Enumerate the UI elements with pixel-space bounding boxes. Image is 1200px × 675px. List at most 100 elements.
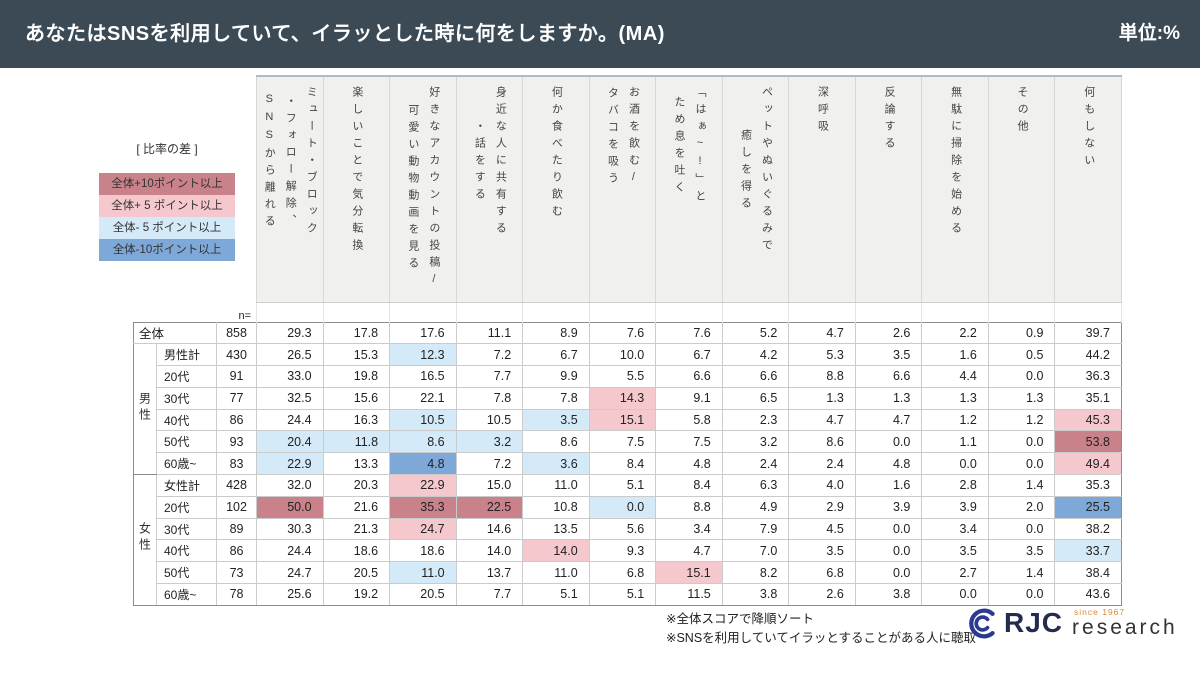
value-cell: 0.0: [854, 561, 923, 585]
value-cell: 7.5: [655, 430, 723, 454]
row-label: 30代: [156, 517, 217, 541]
value-cell: 20.5: [389, 583, 457, 606]
value-cell: 24.7: [389, 517, 457, 541]
value-cell: 3.9: [921, 495, 989, 519]
value-cell: 0.0: [987, 365, 1056, 388]
n-value: 83: [215, 452, 258, 476]
column-header-label: ペットやぬいぐるみで 癒しを得る: [739, 86, 773, 256]
n-value: 86: [215, 408, 258, 432]
table-corner: [134, 76, 257, 302]
value-cell: 1.4: [987, 561, 1056, 585]
value-cell: 3.5: [987, 539, 1056, 563]
n-row-spacer: [921, 302, 989, 322]
value-cell: 0.0: [921, 583, 989, 606]
value-cell: 3.8: [721, 583, 790, 606]
value-cell: 0.0: [987, 430, 1056, 454]
logo-rjc-text: RJC: [1004, 607, 1064, 638]
row-label: 30代: [156, 386, 217, 410]
value-cell: 15.6: [322, 386, 391, 410]
value-cell: 32.0: [256, 474, 324, 497]
value-cell: 7.9: [721, 517, 790, 541]
footnotes: ※全体スコアで降順ソート ※SNSを利用していてイラッとすることがある人に聴取: [666, 610, 976, 648]
table-area: ミュート・ブロック ・フォロー解除、 SNSから離れる 楽しいことで気分転換 好きな…: [133, 75, 1122, 606]
value-cell: 0.0: [588, 495, 657, 519]
value-cell: 20.3: [322, 474, 391, 497]
row-label: 50代: [156, 561, 217, 585]
value-cell: 6.8: [788, 561, 856, 585]
value-cell: 35.3: [389, 495, 457, 519]
value-cell: 25.6: [256, 583, 324, 606]
value-cell: 24.4: [256, 408, 324, 432]
value-cell: 7.0: [721, 539, 790, 563]
value-cell: 2.7: [921, 561, 989, 585]
gender-group-text: 女性: [137, 522, 152, 555]
value-cell: 8.4: [588, 452, 657, 476]
value-cell: 1.6: [854, 474, 923, 497]
value-cell: 12.3: [389, 343, 457, 367]
value-cell: 50.0: [256, 495, 324, 519]
value-cell: 2.3: [721, 408, 790, 432]
column-header: 何か食べたり飲む: [522, 75, 590, 303]
value-cell: 4.8: [389, 452, 457, 476]
n-value: 86: [215, 539, 258, 563]
value-cell: 11.0: [389, 561, 457, 585]
value-cell: 22.1: [389, 386, 457, 410]
n-row-corner: [133, 302, 217, 322]
gender-group-label: 男性: [133, 343, 157, 476]
value-cell: 5.1: [588, 583, 657, 606]
value-cell: 3.5: [921, 539, 989, 563]
value-cell: 5.1: [522, 583, 590, 606]
value-cell: 4.0: [788, 474, 856, 497]
value-cell: 3.6: [522, 452, 590, 476]
value-cell: 5.5: [588, 365, 657, 388]
value-cell: 22.5: [455, 495, 524, 519]
value-cell: 4.8: [854, 452, 923, 476]
column-header: お酒を飲む/ タバコを吸う: [588, 75, 657, 303]
value-cell: 0.0: [854, 539, 923, 563]
value-cell: 6.8: [588, 561, 657, 585]
unit-label: 単位:%: [1118, 23, 1180, 44]
value-cell: 8.8: [788, 365, 856, 388]
column-header: ペットやぬいぐるみで 癒しを得る: [721, 75, 790, 303]
value-cell: 10.5: [455, 408, 524, 432]
value-cell: 22.9: [389, 474, 457, 497]
n-row-spacer: [788, 302, 856, 322]
value-cell: 1.1: [921, 430, 989, 454]
value-cell: 4.7: [655, 539, 723, 563]
column-header: ミュート・ブロック ・フォロー解除、 SNSから離れる: [256, 75, 324, 303]
value-cell: 0.9: [987, 321, 1056, 345]
value-cell: 20.5: [322, 561, 391, 585]
value-cell: 10.8: [522, 495, 590, 519]
gender-group-text: 男性: [137, 391, 152, 424]
column-header-label: お酒を飲む/ タバコを吸う: [606, 86, 640, 189]
row-label: 60歳~: [156, 452, 217, 476]
value-cell: 1.6: [921, 343, 989, 367]
column-header-label: 好きなアカウントの投稿/ 可愛い動物動画を見る: [406, 86, 440, 291]
logo-since-text: since 1967: [1074, 606, 1126, 617]
value-cell: 6.7: [522, 343, 590, 367]
value-cell: 24.4: [256, 539, 324, 563]
value-cell: 7.7: [455, 583, 524, 606]
value-cell: 19.8: [322, 365, 391, 388]
value-cell: 5.2: [721, 321, 790, 345]
value-cell: 7.6: [588, 321, 657, 345]
value-cell: 5.3: [788, 343, 856, 367]
column-header: 深呼吸: [788, 75, 856, 303]
row-label: 男性計: [156, 343, 217, 367]
value-cell: 8.6: [788, 430, 856, 454]
value-cell: 7.8: [522, 386, 590, 410]
n-row-spacer: [389, 302, 457, 322]
value-cell: 1.3: [921, 386, 989, 410]
value-cell: 1.3: [987, 386, 1056, 410]
n-value: 93: [215, 430, 258, 454]
diff-legend: [ 比率の差 ] 全体+10ポイント以上 全体+ 5 ポイント以上 全体- 5 …: [99, 140, 235, 261]
value-cell: 8.8: [655, 495, 723, 519]
column-header-label: 何か食べたり飲む: [550, 86, 563, 222]
value-cell: 13.5: [522, 517, 590, 541]
title-bar: あなたはSNSを利用していて、イラッとした時に何をしますか。(MA) 単位:%: [0, 0, 1200, 68]
value-cell: 1.3: [788, 386, 856, 410]
value-cell: 7.6: [655, 321, 723, 345]
column-header-label: 深呼吸: [816, 86, 829, 137]
legend-title: [ 比率の差 ]: [136, 142, 198, 156]
